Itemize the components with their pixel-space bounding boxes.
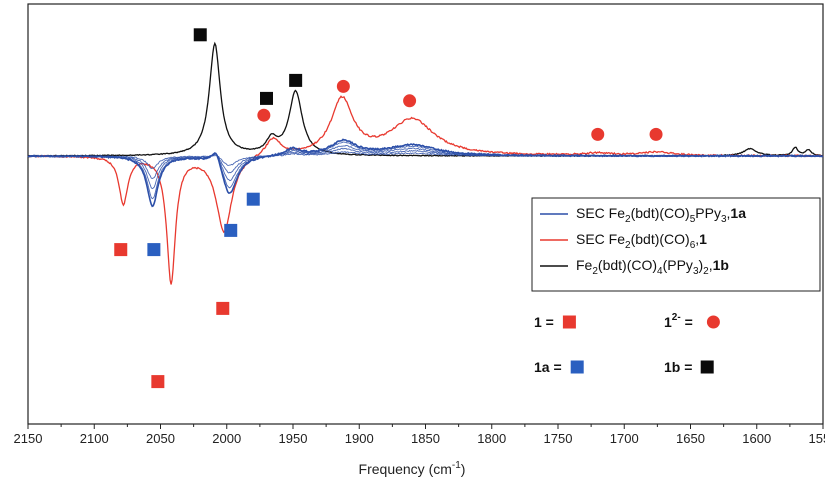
marker-circle [649, 127, 663, 141]
key-label: 1b = [664, 359, 692, 375]
legend-label: SEC Fe2(bdt)(CO)6,1 [576, 231, 707, 251]
x-tick-label: 1750 [544, 431, 573, 446]
x-tick-label: 2150 [14, 431, 43, 446]
x-tick-label: 1650 [676, 431, 705, 446]
legend-label: SEC Fe2(bdt)(CO)5PPy3,1a [576, 205, 746, 225]
x-tick-label: 2050 [146, 431, 175, 446]
key-marker-square [570, 360, 584, 374]
marker-square [216, 301, 230, 315]
marker-square [151, 375, 165, 389]
key-label: 1 = [534, 314, 554, 330]
marker-circle [591, 127, 605, 141]
marker-square [246, 192, 260, 206]
key-marker-circle [706, 315, 720, 329]
annotation-layer [114, 28, 663, 389]
x-axis-title: Frequency (cm-1) [359, 460, 466, 477]
key-label: 12- = [664, 312, 693, 330]
key-marker-square [700, 360, 714, 374]
x-tick-label: 2000 [212, 431, 241, 446]
legend-box [531, 197, 821, 292]
x-tick-label: 1950 [279, 431, 308, 446]
key-label: 1a = [534, 359, 562, 375]
series-line-1 [27, 95, 824, 285]
legend-label: Fe2(bdt)(CO)4(PPy3)2,1b [576, 257, 729, 277]
marker-circle [257, 108, 271, 122]
marker-square [224, 223, 238, 237]
marker-circle [403, 94, 417, 108]
x-tick-label: 1900 [345, 431, 374, 446]
marker-square [289, 73, 303, 87]
legend: SEC Fe2(bdt)(CO)5PPy3,1a SEC Fe2(bdt)(CO)… [531, 197, 821, 292]
x-tick-label: 2100 [80, 431, 109, 446]
series-line-1a [27, 138, 824, 208]
x-tick-label: 1800 [477, 431, 506, 446]
marker-square [193, 28, 207, 42]
series-layer [27, 41, 824, 285]
marker-circle [336, 79, 350, 93]
key-marker-square [562, 315, 576, 329]
series-line-1b [27, 41, 824, 158]
x-tick-label: 1600 [742, 431, 771, 446]
marker-square [147, 243, 161, 257]
marker-square [114, 243, 128, 257]
marker-key: 1 = 12- = 1a = 1b = [534, 312, 720, 375]
x-tick-label: 1550 [809, 431, 825, 446]
x-axis: 2150 2100 2050 2000 1950 1900 1850 1800 1750 1700… [14, 424, 825, 446]
marker-square [260, 91, 273, 105]
x-tick-label: 1700 [610, 431, 639, 446]
x-tick-label: 1850 [411, 431, 440, 446]
